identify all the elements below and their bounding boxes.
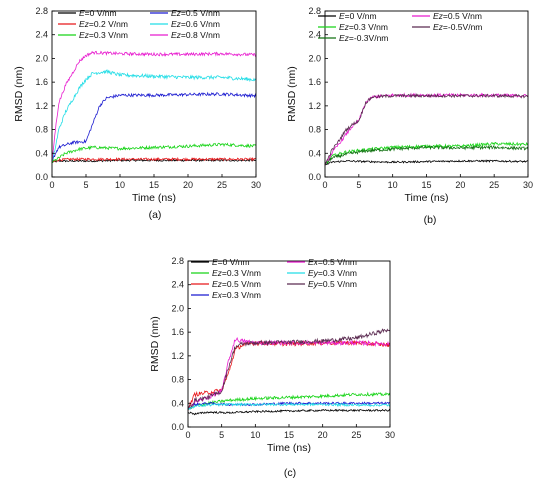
x-tick-label-b-1: 5 (356, 180, 361, 190)
chart-panel-a: 0 5 10 15 20 25 30 0.0 0.4 0.8 1.2 1.6 2.0 2.4 2.8 Time… (13, 6, 261, 204)
x-tick-label-b-2: 10 (388, 180, 398, 190)
y-tick-label-a-6: 2.4 (35, 30, 48, 40)
x-axis-label-c: Time (ns) (267, 442, 311, 454)
legend-label-c-4: Ex=0.5 V/nm (308, 257, 357, 267)
y-tick-label-a-2: 0.8 (35, 125, 48, 135)
x-tick-label-a-3: 15 (149, 180, 159, 190)
y-tick-label-c-0: 0.0 (171, 422, 184, 432)
legend-label-b-3: Ez=0.5 V/nm (433, 11, 482, 21)
series-line-b-0 (324, 159, 529, 166)
legend-label-c-3: Ex=0.3 V/nm (212, 290, 261, 300)
x-tick-label-b-5: 25 (489, 180, 499, 190)
legend-label-c-2: Ez=0.5 V/nm (212, 279, 261, 289)
x-tick-label-c-1: 5 (219, 430, 224, 440)
series-line-c-5 (187, 402, 391, 411)
legend-label-c-1: Ez=0.3 V/nm (212, 268, 261, 278)
y-axis-label-a: RMSD (nm) (13, 66, 25, 121)
y-tick-label-c-5: 2.0 (171, 303, 184, 313)
x-axis-label-a: Time (ns) (132, 192, 176, 204)
y-tick-label-b-2: 0.8 (308, 125, 321, 135)
series-line-a-1 (51, 156, 257, 163)
legend-label-b-1: Ez=0.3 V/nm (339, 22, 388, 32)
y-tick-label-a-3: 1.2 (35, 101, 48, 111)
y-tick-label-a-7: 2.8 (35, 6, 48, 16)
legend-label-c-5: Ey=0.3 V/nm (308, 268, 357, 278)
y-tick-label-a-1: 0.4 (35, 148, 48, 158)
x-tick-label-b-3: 15 (421, 180, 431, 190)
series-line-b-3 (324, 92, 529, 165)
series-line-c-4 (187, 336, 391, 410)
y-tick-label-b-3: 1.2 (308, 101, 321, 111)
y-tick-label-b-5: 2.0 (308, 53, 321, 63)
y-tick-label-b-4: 1.6 (308, 77, 321, 87)
legend-label-b-2: Ez=-0.3V/nm (339, 33, 388, 43)
y-tick-label-a-4: 1.6 (35, 77, 48, 87)
x-tick-label-c-6: 30 (385, 430, 395, 440)
series-line-a-4 (51, 69, 257, 162)
series-line-c-1 (187, 391, 391, 410)
legend-label-b-0: E=0 V/nm (339, 11, 377, 21)
legend-label-a-3: Ez=0.5 V/nm (171, 8, 220, 18)
x-tick-label-b-6: 30 (523, 180, 533, 190)
series-line-a-3 (51, 91, 257, 162)
x-tick-label-c-3: 15 (284, 430, 294, 440)
x-tick-label-a-0: 0 (49, 180, 54, 190)
series-line-c-0 (187, 408, 391, 416)
legend-label-a-5: Ez=0.8 V/nm (171, 30, 220, 40)
series-line-a-0 (51, 158, 257, 163)
x-tick-label-a-5: 25 (217, 180, 227, 190)
x-tick-label-b-0: 0 (322, 180, 327, 190)
legend-label-a-4: Ez=0.6 V/nm (171, 19, 220, 29)
legend-label-a-1: Ez=0.2 V/nm (79, 19, 128, 29)
y-tick-label-c-6: 2.4 (171, 280, 184, 290)
x-tick-label-a-1: 5 (83, 180, 88, 190)
chart-panel-b: 0 5 10 15 20 25 30 0.0 0.4 0.8 1.2 1.6 2.0 2.4 2.8 Time… (286, 6, 533, 204)
legend-label-c-0: E=0 V/nm (212, 257, 250, 267)
caption-b: (b) (424, 214, 437, 226)
series-line-b-2 (324, 144, 529, 166)
y-tick-label-c-4: 1.6 (171, 327, 184, 337)
y-tick-label-c-7: 2.8 (171, 256, 184, 266)
x-tick-label-a-2: 10 (115, 180, 125, 190)
chart-panel-c: 0 5 10 15 20 25 30 0.0 0.4 0.8 1.2 1.6 2.0 2.4 2.8 Time… (149, 256, 395, 454)
y-tick-label-b-1: 0.4 (308, 148, 321, 158)
legend-label-a-2: Ez=0.3 V/nm (79, 30, 128, 40)
x-tick-label-b-4: 20 (455, 180, 465, 190)
series-line-a-2 (51, 142, 257, 163)
y-tick-label-b-0: 0.0 (308, 172, 321, 182)
legend-label-c-6: Ey=0.5 V/nm (308, 279, 357, 289)
caption-a: (a) (149, 209, 162, 221)
y-tick-label-b-6: 2.4 (308, 30, 321, 40)
x-tick-label-c-5: 25 (351, 430, 361, 440)
x-axis-label-b: Time (ns) (405, 192, 449, 204)
series-line-b-1 (324, 141, 529, 165)
x-tick-label-c-2: 10 (250, 430, 260, 440)
series-line-b-4 (324, 93, 529, 167)
y-tick-label-b-7: 2.8 (308, 6, 321, 16)
y-tick-label-c-1: 0.4 (171, 398, 184, 408)
y-axis-label-c: RMSD (nm) (149, 316, 161, 371)
x-tick-label-a-6: 30 (251, 180, 261, 190)
x-tick-label-a-4: 20 (183, 180, 193, 190)
series-line-c-6 (187, 328, 391, 410)
x-tick-label-c-0: 0 (185, 430, 190, 440)
legend-label-b-4: Ez=-0.5V/nm (433, 22, 482, 32)
caption-c: (c) (284, 467, 296, 479)
y-tick-label-a-0: 0.0 (35, 172, 48, 182)
x-tick-label-c-4: 20 (318, 430, 328, 440)
series-line-a-5 (51, 50, 257, 163)
y-tick-label-a-5: 2.0 (35, 53, 48, 63)
y-axis-label-b: RMSD (nm) (286, 66, 298, 121)
y-tick-label-c-2: 0.8 (171, 375, 184, 385)
legend-label-a-0: E=0 V/nm (79, 8, 117, 18)
y-tick-label-c-3: 1.2 (171, 351, 184, 361)
